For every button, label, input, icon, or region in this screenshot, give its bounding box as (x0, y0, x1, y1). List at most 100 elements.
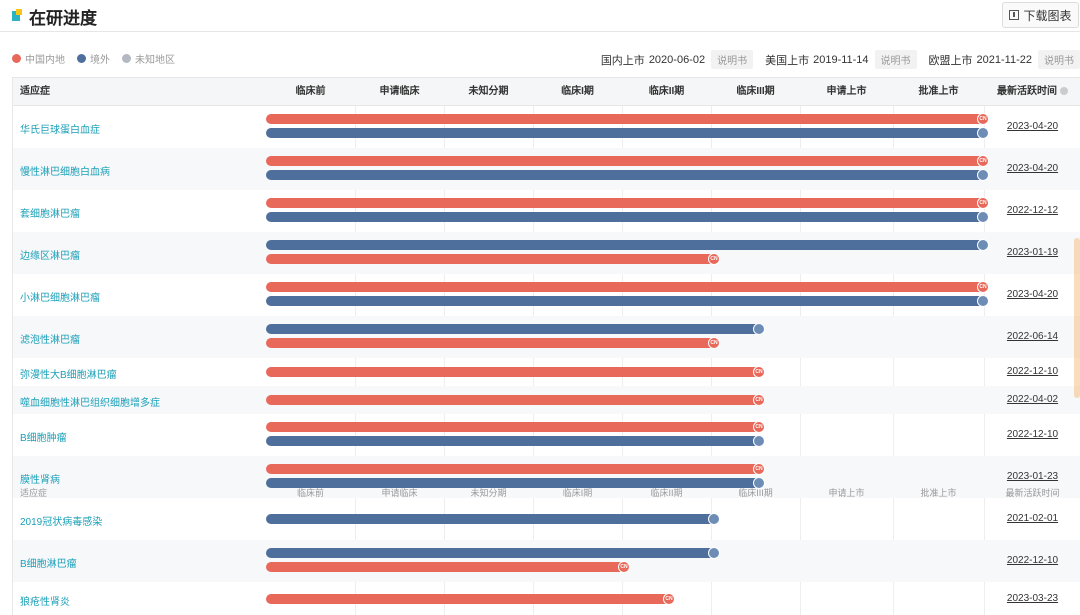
indication-link[interactable]: 噬血细胞性淋巴组织细胞增多症 (20, 398, 160, 409)
progress-bar-global[interactable] (266, 547, 720, 559)
indication-link[interactable]: 小淋巴细胞淋巴瘤 (20, 293, 100, 304)
progress-bar-global[interactable] (266, 295, 989, 307)
progress-bar-global[interactable] (266, 239, 989, 251)
progress-bar-global[interactable] (266, 435, 765, 447)
progress-bar-cn[interactable]: CN (266, 253, 720, 265)
legend-label: 境外 (90, 55, 110, 66)
progress-bar-global[interactable] (266, 513, 720, 525)
indication-link[interactable]: 华氏巨球蛋白血症 (20, 125, 100, 136)
indication-link[interactable]: 狼疮性肾炎 (20, 597, 70, 608)
col-header-nda: 申请上市 (826, 86, 867, 97)
table-row: 狼疮性肾炎 CN 2023-03-23 (13, 582, 1080, 615)
progress-bar-global[interactable] (266, 127, 989, 139)
col-header-latest-label: 最新活跃时间 (997, 86, 1057, 97)
latest-activity-date[interactable]: 2023-04-20 (1006, 121, 1059, 132)
download-chart-button[interactable]: 下载图表 (1002, 2, 1079, 28)
col-header-phase3: 临床III期 (736, 86, 775, 97)
table-row: 2019冠状病毒感染 2021-02-01 (13, 498, 1080, 540)
table-row: 套细胞淋巴瘤 CN 2022-12-12 (13, 190, 1080, 232)
globe-icon (977, 295, 989, 307)
table-row: 小淋巴细胞淋巴瘤 CN 2023-04-20 (13, 274, 1080, 316)
cn-flag-icon: CN (618, 561, 630, 573)
indication-link[interactable]: 2019冠状病毒感染 (20, 517, 103, 528)
approval-us: 美国上市 2019-11-14 说明书 (765, 50, 917, 69)
grid-line (533, 106, 534, 615)
globe-icon (977, 169, 989, 181)
latest-activity-date[interactable]: 2022-12-10 (1006, 366, 1059, 377)
latest-activity-date[interactable]: 2023-01-19 (1006, 247, 1059, 258)
grid-line (800, 106, 801, 615)
label-doc-button[interactable]: 说明书 (711, 50, 754, 69)
legend-dot-icon (122, 54, 131, 63)
progress-bar-cn[interactable]: CN (266, 197, 989, 209)
indication-link[interactable]: 慢性淋巴细胞白血病 (20, 167, 110, 178)
indication-link[interactable]: 边缘区淋巴瘤 (20, 251, 80, 262)
latest-activity-date[interactable]: 2021-02-01 (1006, 513, 1059, 524)
legend-item-global[interactable]: 境外 (77, 51, 110, 66)
indication-link[interactable]: 弥漫性大B细胞淋巴瘤 (20, 370, 117, 381)
globe-icon (977, 211, 989, 223)
progress-bar-cn[interactable]: CN (266, 337, 720, 349)
ghost-header-label: 批准上市 (920, 488, 957, 498)
latest-activity-date[interactable]: 2022-12-10 (1006, 429, 1059, 440)
legend-dot-icon (12, 54, 21, 63)
legend-item-unknown[interactable]: 未知地区 (122, 51, 175, 66)
progress-bar-cn[interactable]: CN (266, 366, 765, 378)
latest-activity-date[interactable]: 2022-04-02 (1006, 394, 1059, 405)
progress-table: 适应症 临床前 申请临床 未知分期 临床I期 临床II期 临床III期 申请上市… (12, 77, 1080, 615)
cn-flag-icon: CN (753, 366, 765, 378)
progress-bar-global[interactable] (266, 169, 989, 181)
cn-flag-icon: CN (663, 593, 675, 605)
table-row: 华氏巨球蛋白血症 CN 2023-04-20 (13, 106, 1080, 148)
ghost-header-label: 临床I期 (562, 488, 593, 498)
legend-item-cn[interactable]: 中国内地 (12, 51, 65, 66)
indication-link[interactable]: 膜性肾病 (20, 475, 60, 486)
approval-date: 2020-06-02 (648, 53, 706, 66)
latest-activity-date[interactable]: 2023-04-20 (1006, 163, 1059, 174)
progress-bar-global[interactable] (266, 211, 989, 223)
progress-bar-cn[interactable]: CN (266, 281, 989, 293)
grid-line (893, 106, 894, 615)
ghost-header-label: 临床前 (296, 488, 324, 498)
progress-bar-cn[interactable]: CN (266, 113, 989, 125)
progress-bar-global[interactable] (266, 477, 765, 489)
latest-activity-date[interactable]: 2022-12-12 (1006, 205, 1059, 216)
progress-bar-cn[interactable]: CN (266, 421, 765, 433)
approval-date: 2019-11-14 (813, 53, 869, 66)
help-icon[interactable] (1060, 87, 1068, 96)
approval-label: 美国上市 (765, 54, 810, 67)
col-header-phase1: 临床I期 (561, 86, 594, 97)
indication-link[interactable]: B细胞淋巴瘤 (20, 559, 77, 570)
table-row: 噬血细胞性淋巴组织细胞增多症 CN 2022-04-02 (13, 386, 1080, 414)
latest-activity-date[interactable]: 2023-04-20 (1006, 289, 1059, 300)
ghost-header-label: 适应症 (20, 488, 48, 498)
latest-activity-date[interactable]: 2022-12-10 (1006, 555, 1059, 566)
cn-flag-icon: CN (753, 394, 765, 406)
latest-activity-date[interactable]: 2022-06-14 (1006, 331, 1059, 342)
progress-bar-cn[interactable]: CN (266, 561, 630, 573)
indication-link[interactable]: 滤泡性淋巴瘤 (20, 335, 80, 346)
side-scroll-indicator[interactable] (1074, 238, 1080, 398)
cn-flag-icon: CN (977, 155, 989, 167)
cn-flag-icon: CN (977, 197, 989, 209)
label-doc-button[interactable]: 说明书 (1038, 50, 1080, 69)
grid-line (711, 106, 712, 615)
cn-flag-icon: CN (753, 463, 765, 475)
progress-bar-cn[interactable]: CN (266, 593, 675, 605)
label-doc-button[interactable]: 说明书 (874, 50, 917, 69)
ghost-header-label: 临床II期 (650, 488, 683, 498)
latest-activity-date[interactable]: 2023-03-23 (1006, 593, 1059, 604)
progress-bar-cn[interactable]: CN (266, 463, 765, 475)
grid-line (622, 106, 623, 615)
progress-bar-cn[interactable]: CN (266, 394, 765, 406)
col-header-unknown: 未知分期 (468, 86, 509, 97)
indication-link[interactable]: 套细胞淋巴瘤 (20, 209, 80, 220)
globe-icon (708, 513, 720, 525)
page-header: 在研进度 下载图表 (0, 0, 1080, 32)
latest-activity-date[interactable]: 2023-01-23 (1006, 471, 1059, 482)
progress-bar-cn[interactable]: CN (266, 155, 989, 167)
progress-bar-global[interactable] (266, 323, 765, 335)
table-row: 滤泡性淋巴瘤 CN 2022-06-14 (13, 316, 1080, 358)
globe-icon (753, 323, 765, 335)
indication-link[interactable]: B细胞肿瘤 (20, 433, 67, 444)
